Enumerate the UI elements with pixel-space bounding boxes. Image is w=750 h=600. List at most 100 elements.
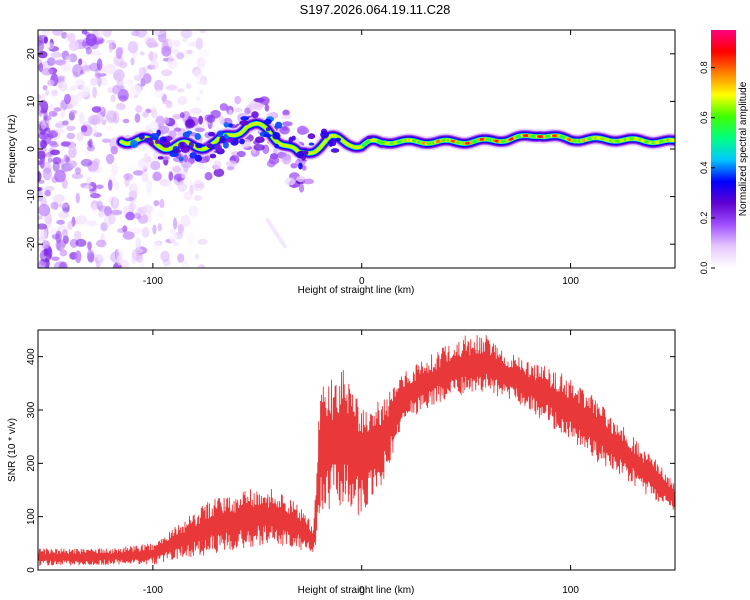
noise-blob (75, 192, 80, 204)
ridge-blob (239, 138, 245, 145)
figure-title: S197.2026.064.19.11.C28 (299, 2, 451, 17)
noise-blob (56, 219, 65, 225)
noise-blob (194, 183, 205, 189)
ridge-blob (161, 140, 171, 148)
noise-blob (59, 249, 68, 257)
noise-blob (97, 200, 104, 211)
noise-blob (100, 76, 108, 87)
noise-blob (127, 164, 138, 172)
ridge-blob (195, 143, 204, 149)
noise-blob (114, 181, 120, 191)
ridge-blob (264, 118, 272, 125)
ridge-core (365, 139, 371, 144)
noise-blob (151, 108, 158, 119)
noise-blob (47, 57, 56, 66)
y-tick-label: 100 (26, 508, 37, 525)
noise-blob (172, 217, 178, 230)
ridge-blob (214, 144, 222, 152)
snr-frame (37, 329, 676, 571)
signal-blob (163, 117, 170, 124)
signal-blob (219, 103, 229, 111)
noise-blob (110, 145, 118, 155)
noise-blob (81, 30, 88, 35)
noise-blob (157, 223, 162, 232)
ridge-blob (209, 153, 217, 159)
ridge-blob (307, 133, 316, 140)
x-tick-label: 0 (359, 585, 365, 596)
noise-blob (52, 30, 64, 36)
noise-blob (185, 177, 193, 187)
y-tick-label: -20 (26, 237, 37, 252)
signal-blob (281, 114, 292, 119)
noise-blob (152, 240, 161, 250)
ridge-blob (188, 141, 194, 149)
noise-blob (193, 69, 204, 79)
ridge-blob (320, 131, 330, 139)
noise-blob (66, 125, 76, 131)
noise-blob (56, 241, 61, 251)
noise-blob (108, 41, 113, 54)
noise-blob (112, 84, 120, 95)
signal-blob (181, 173, 186, 179)
noise-blob (61, 32, 68, 39)
ridge-blob (173, 149, 182, 153)
ridge-blob (194, 133, 201, 140)
noise-blob (58, 261, 68, 268)
noise-blob (83, 185, 94, 190)
signal-blob (226, 160, 238, 168)
noise-blob (50, 227, 58, 236)
noise-blob (38, 105, 42, 113)
signal-blob (172, 165, 181, 173)
signal-blob (198, 115, 203, 125)
noise-blob (177, 184, 184, 190)
ridge-blob (272, 131, 281, 140)
colorbar: 0.0 0.2 0.4 0.6 0.8 Normalized spectral ampl… (699, 30, 749, 274)
noise-blob (153, 200, 160, 207)
noise-blob (161, 69, 173, 77)
noise-blob (132, 170, 145, 176)
noise-blob (38, 62, 44, 73)
noise-blob (47, 247, 53, 259)
y-tick-label: -10 (26, 189, 37, 204)
snr-panel: -100 0 100 0 100 200 300 400 Height of straigh… (7, 329, 676, 596)
noise-blob (96, 58, 103, 71)
noise-blob (59, 160, 65, 168)
noise-blob (62, 228, 68, 239)
noise-blob (69, 85, 77, 92)
noise-blob (91, 203, 97, 214)
noise-blob (110, 209, 123, 216)
noise-blob (94, 73, 102, 78)
signal-blob (234, 107, 243, 113)
noise-blob (105, 125, 113, 131)
noise-blob (196, 57, 206, 68)
noise-blob (197, 238, 208, 245)
noise-blob (199, 30, 207, 34)
ridge-blob (223, 122, 229, 128)
ridge-blob (189, 152, 198, 159)
signal-blob (301, 165, 307, 171)
noise-blob (43, 249, 48, 257)
signal-blob (281, 156, 292, 165)
signal-blob (183, 154, 189, 163)
noise-blob (145, 179, 153, 193)
noise-blob (73, 230, 82, 241)
ridge-blob (308, 142, 315, 146)
signal-blob (213, 168, 225, 178)
noise-blob (150, 59, 159, 71)
noise-blob (55, 230, 62, 244)
noise-blob (113, 72, 122, 80)
noise-blob (177, 96, 187, 105)
noise-blob (161, 46, 172, 57)
noise-blob (66, 132, 76, 140)
noise-blob (157, 210, 165, 219)
noise-blob (152, 171, 162, 182)
ridge-blob (224, 135, 230, 139)
noise-blob (97, 205, 108, 212)
noise-blob (180, 215, 191, 227)
noise-blob (72, 63, 83, 77)
noise-blob (201, 166, 209, 172)
noise-blob (74, 78, 86, 89)
signal-blob (181, 161, 193, 169)
signal-blob (302, 178, 315, 185)
